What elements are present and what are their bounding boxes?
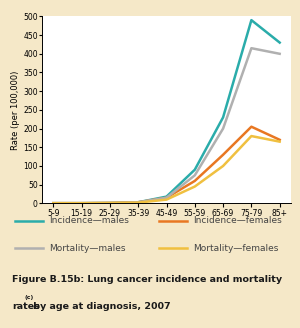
Text: by age at diagnosis, 2007: by age at diagnosis, 2007 bbox=[31, 302, 171, 311]
Text: Figure B.15b: Lung cancer incidence and mortality: Figure B.15b: Lung cancer incidence and … bbox=[12, 275, 282, 283]
Y-axis label: Rate (per 100,000): Rate (per 100,000) bbox=[11, 70, 20, 150]
Text: Incidence—males: Incidence—males bbox=[49, 216, 129, 225]
Text: rates: rates bbox=[12, 302, 40, 311]
Text: Mortality—males: Mortality—males bbox=[49, 244, 126, 253]
Text: Incidence—females: Incidence—females bbox=[193, 216, 282, 225]
Text: (c): (c) bbox=[25, 295, 34, 300]
Text: Mortality—females: Mortality—females bbox=[193, 244, 279, 253]
